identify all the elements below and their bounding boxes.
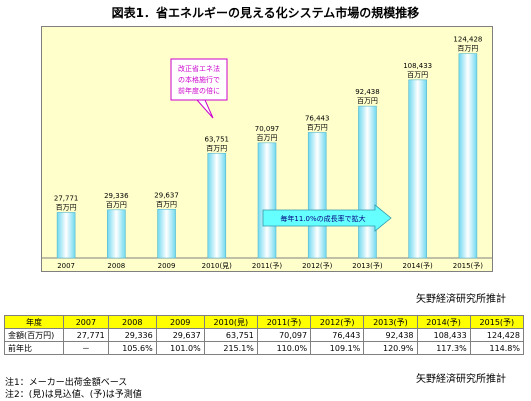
table-row-label: 金額(百万円)	[4, 328, 64, 342]
x-tick-label: 2012(予)	[302, 262, 333, 270]
table-cell: 63,751	[203, 328, 258, 342]
data-unit-label: 百万円	[56, 203, 77, 211]
table-cell: 114.8%	[469, 341, 525, 355]
table-header-cell: 2008	[107, 315, 157, 329]
data-label: 92,438	[355, 88, 380, 96]
table-cell: 105.6%	[107, 341, 157, 355]
data-label: 27,771	[54, 194, 79, 202]
bar	[157, 209, 176, 259]
table-header-cell: 2007	[63, 315, 109, 329]
credit-bottom: 矢野経済研究所推計	[416, 374, 506, 385]
data-unit-label: 百万円	[156, 200, 177, 208]
table-cell: 29,637	[155, 328, 205, 342]
bar	[107, 209, 126, 259]
table-header-cell: 2014(予)	[416, 315, 471, 329]
data-label: 29,637	[154, 191, 179, 199]
bar	[257, 142, 277, 259]
table-header-cell: 2015(予)	[469, 315, 525, 329]
table-cell: 101.0%	[155, 341, 205, 355]
bar	[458, 53, 478, 259]
bar	[408, 79, 427, 259]
bar	[207, 152, 227, 259]
table-header-cell: 2011(予)	[256, 315, 312, 329]
data-unit-label: 百万円	[357, 97, 378, 105]
table-cell: 70,097	[256, 328, 312, 342]
x-tick-label: 2013(予)	[352, 262, 383, 270]
data-label: 29,336	[104, 192, 129, 200]
callout-text: 前年度の倍に	[178, 86, 220, 95]
data-label: 70,097	[255, 125, 280, 133]
footnotes: 注1：メーカー出荷金額ベース 注2：(見)は見込値、(予)は予測値	[5, 377, 142, 401]
table-cell: 29,336	[107, 328, 157, 342]
callout-text: 改正省エネ法	[178, 64, 220, 73]
data-unit-label: 百万円	[106, 201, 127, 209]
table-cell: 92,438	[363, 328, 418, 342]
data-unit-label: 百万円	[457, 45, 478, 53]
bar	[307, 132, 327, 259]
table-row: 金額(百万円) 27,771 29,336 29,637 63,751 70,0…	[4, 328, 525, 342]
growth-arrow-text: 毎年11.0%の成長率で拡大	[280, 214, 365, 223]
table-header-row: 年度 2007 2008 2009 2010(見) 2011(予) 2012(予…	[4, 315, 525, 329]
table-header-cell: 年度	[4, 315, 64, 329]
table-cell: 117.3%	[416, 341, 471, 355]
footnote-1: 注1：メーカー出荷金額ベース	[5, 378, 128, 388]
data-unit-label: 百万円	[307, 123, 328, 131]
table-header-cell: 2012(予)	[310, 315, 365, 329]
data-label: 108,433	[403, 62, 432, 70]
x-tick-label: 2008	[107, 262, 125, 270]
callout-text: の本格施行で	[178, 75, 220, 84]
callout-pointer	[195, 99, 214, 119]
x-tick-label: 2011(予)	[252, 262, 283, 270]
data-table: 年度 2007 2008 2009 2010(見) 2011(予) 2012(予…	[4, 315, 525, 355]
x-tick-label: 2015(予)	[453, 262, 484, 270]
bar	[56, 212, 76, 259]
figure-title: 図表1．省エネルギーの見える化システム市場の規模推移	[111, 6, 420, 20]
data-unit-label: 百万円	[257, 134, 278, 142]
data-label: 124,428	[453, 36, 482, 44]
growth-arrow	[262, 204, 392, 232]
chart-svg: 27,771百万円200729,336百万円200829,637百万円20096…	[41, 26, 493, 272]
table-header-cell: 2009	[155, 315, 205, 329]
data-label: 63,751	[205, 135, 230, 143]
table-cell: 27,771	[63, 328, 109, 342]
table-cell: 76,443	[310, 328, 365, 342]
table-cell: －	[63, 341, 109, 355]
x-tick-label: 2014(予)	[403, 262, 434, 270]
table-header-cell: 2013(予)	[363, 315, 418, 329]
table-row-label: 前年比	[4, 341, 64, 355]
bar	[358, 105, 377, 259]
callout-box	[170, 58, 228, 101]
table-cell: 120.9%	[363, 341, 418, 355]
table-cell: 215.1%	[203, 341, 258, 355]
table-header-cell: 2010(見)	[203, 315, 258, 329]
table-row: 前年比 － 105.6% 101.0% 215.1% 110.0% 109.1%…	[4, 341, 525, 355]
table-cell: 110.0%	[256, 341, 312, 355]
bar-chart: 27,771 百万円 2007 29,336 百万円 2008 29,637 百万円 2009 6…	[41, 26, 493, 272]
table-cell: 108,433	[416, 328, 471, 342]
x-tick-label: 2007	[57, 262, 75, 270]
data-label: 76,443	[305, 114, 330, 122]
data-unit-label: 百万円	[407, 71, 428, 79]
x-tick-label: 2009	[158, 262, 176, 270]
footnote-2: 注2：(見)は見込値、(予)は予測値	[5, 390, 142, 400]
data-unit-label: 百万円	[206, 144, 227, 152]
table-cell: 124,428	[469, 328, 525, 342]
table-cell: 109.1%	[310, 341, 365, 355]
credit-top: 矢野経済研究所推計	[416, 294, 506, 305]
x-tick-label: 2010(見)	[202, 262, 233, 270]
